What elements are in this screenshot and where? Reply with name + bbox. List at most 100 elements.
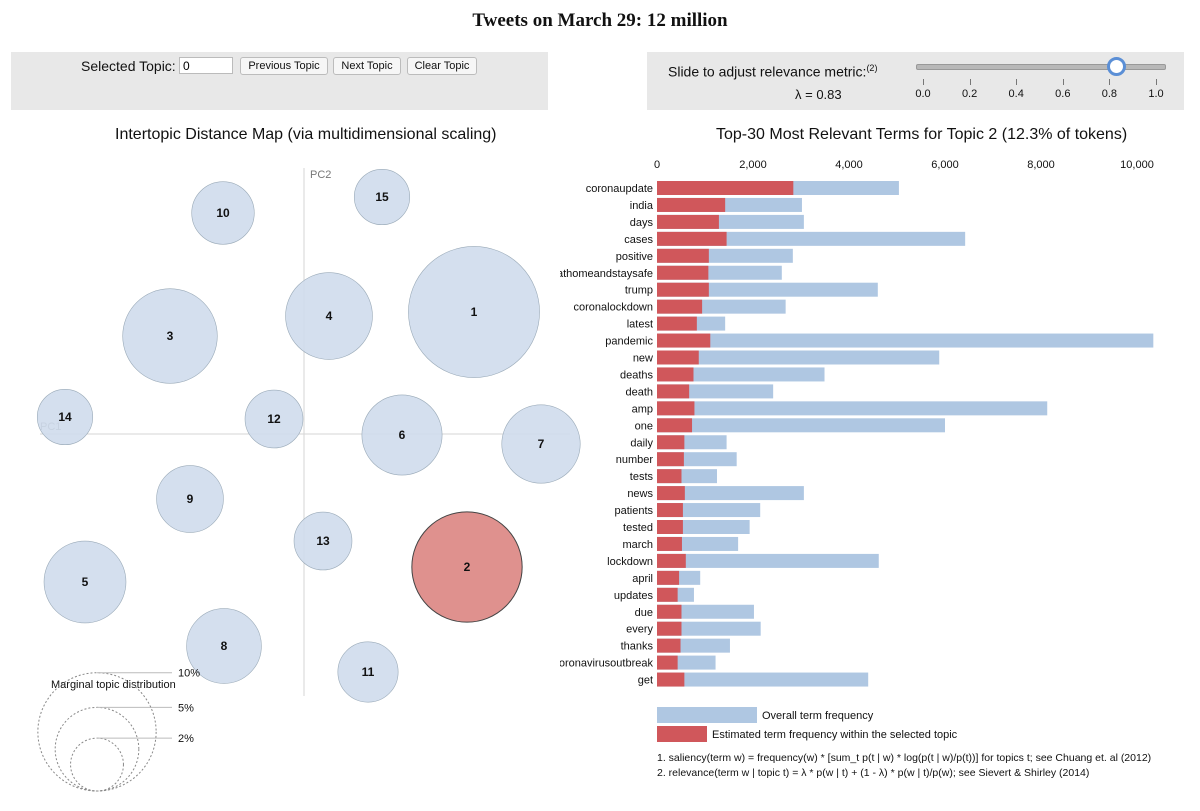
term-label-lockdown: lockdown <box>607 556 653 568</box>
topic-bar-tested <box>657 520 683 534</box>
topic-bar-march <box>657 536 682 551</box>
topic-bar-news <box>657 486 685 501</box>
term-label-thanks: thanks <box>621 641 654 653</box>
topic-bar-india <box>657 197 726 212</box>
overall-bar-trump <box>657 282 878 297</box>
topic-label-1: 1 <box>471 305 478 319</box>
term-label-death: death <box>625 386 653 398</box>
topic-bar-coronalockdown <box>657 299 703 314</box>
topic-circle-7 <box>501 404 581 484</box>
legend-circle-10 <box>37 672 157 792</box>
topic-circle-1 <box>408 246 540 378</box>
overall-bar-lockdown <box>657 553 879 568</box>
term-label-news: news <box>627 488 653 500</box>
topic-bar-latest <box>657 316 697 331</box>
topic-label-11: 11 <box>362 665 375 679</box>
topic-circle-2 <box>411 511 523 623</box>
topic-bar-daily <box>657 435 685 450</box>
topic-circle-14 <box>36 388 94 446</box>
slider-tick-label: 0.4 <box>1008 88 1024 100</box>
topic-circle-5 <box>43 540 127 624</box>
topic-label-5: 5 <box>82 575 89 589</box>
term-label-updates: updates <box>614 590 654 602</box>
topic-circle-15 <box>353 168 411 226</box>
topic-bar-amp <box>657 401 695 416</box>
topic-label-12: 12 <box>267 412 281 426</box>
topic-bar-death <box>657 384 690 399</box>
term-label-india: india <box>630 200 654 212</box>
legend-label-10: 10% <box>178 668 200 680</box>
term-label-days: days <box>630 217 654 229</box>
topic-bar-updates <box>657 587 678 602</box>
selected-topic-input[interactable] <box>179 57 233 74</box>
topic-circle-12 <box>244 389 304 449</box>
topic-bar-every <box>657 621 682 636</box>
term-label-pandemic: pandemic <box>605 336 653 348</box>
term-label-cases: cases <box>624 234 653 246</box>
footnote-2: 2. relevance(term w | topic t) = λ * p(w… <box>657 767 1089 779</box>
term-label-coronavirusoutbreak: coronavirusoutbreak <box>560 658 653 670</box>
legend-circle-2 <box>70 737 124 792</box>
topic-bar-cases <box>657 231 727 246</box>
topic-bar-positive <box>657 248 709 263</box>
term-label-coronaupdate: coronaupdate <box>586 183 653 195</box>
slider-label: Slide to adjust relevance metric:(2) <box>668 63 878 80</box>
x-tick-label: 8,000 <box>1027 159 1055 171</box>
topic-bar-coronaupdate <box>657 181 794 195</box>
overall-bar-new <box>657 350 940 365</box>
term-label-stayathomeandstaysafe: stayathomeandstaysafe <box>560 268 653 280</box>
topic-label-14: 14 <box>58 410 72 424</box>
topic-circle-3 <box>122 288 218 384</box>
slider-tick-label: 0.8 <box>1101 88 1118 100</box>
topic-label-2: 2 <box>464 560 471 574</box>
top-terms-bar-chart: 0 2,000 4,000 6,000 8,000 10,000 coronaupdate i… <box>560 159 1154 779</box>
overall-bar-pandemic <box>657 333 1154 348</box>
legend-label-2: 2% <box>178 733 194 745</box>
topic-circle-8 <box>186 608 262 684</box>
term-label-one: one <box>635 420 653 432</box>
overall-bar-news <box>657 486 804 501</box>
slider-tick <box>923 79 924 85</box>
clear-topic-button[interactable]: Clear Topic <box>407 57 477 75</box>
lambda-value: λ = 0.83 <box>795 87 842 102</box>
selected-topic-label: Selected Topic: <box>81 58 176 74</box>
slider-tick-label: 0.2 <box>961 88 978 100</box>
topic-bar-patients <box>657 503 683 518</box>
term-label-latest: latest <box>627 319 653 331</box>
topic-bar-deaths <box>657 367 694 382</box>
term-label-patients: patients <box>614 505 653 517</box>
topic-bar-thanks <box>657 638 681 653</box>
term-label-amp: amp <box>632 403 653 415</box>
next-topic-button[interactable]: Next Topic <box>333 57 401 75</box>
relevance-slider-track[interactable] <box>916 64 1166 70</box>
topic-circle-9 <box>156 465 224 533</box>
relevance-slider-panel: Slide to adjust relevance metric:(2) λ =… <box>647 52 1184 110</box>
term-label-every: every <box>626 624 653 636</box>
topic-label-3: 3 <box>167 329 174 343</box>
intertopic-distance-map: PC2PC1123456789101112131415Marginal topi… <box>36 168 581 792</box>
term-label-daily: daily <box>630 437 653 449</box>
legend-overall-swatch <box>657 707 757 723</box>
legend-overall-label: Overall term frequency <box>762 710 874 722</box>
topic-bar-new <box>657 350 699 365</box>
term-label-coronalockdown: coronalockdown <box>574 302 654 314</box>
page-title: Tweets on March 29: 12 million <box>472 10 728 31</box>
slider-tick <box>1016 79 1018 85</box>
relevance-slider-thumb[interactable] <box>1107 57 1127 76</box>
previous-topic-button[interactable]: Previous Topic <box>240 57 328 75</box>
marginal-distribution-title: Marginal topic distribution <box>51 679 176 691</box>
topic-bar-stayathomeandstaysafe <box>657 265 709 280</box>
topic-bar-trump <box>657 282 709 297</box>
term-label-tests: tests <box>630 471 654 483</box>
term-label-trump: trump <box>625 285 653 297</box>
term-label-number: number <box>616 454 654 466</box>
term-label-get: get <box>638 675 653 687</box>
pc2-label: PC2 <box>310 169 331 181</box>
slider-footnote-marker: (2) <box>866 63 878 73</box>
x-tick-label: 2,000 <box>739 159 767 171</box>
topic-circle-6 <box>361 394 443 476</box>
topic-bar-tests <box>657 469 682 484</box>
x-tick-label: 0 <box>654 159 660 171</box>
topic-bar-days <box>657 214 719 229</box>
topic-bar-coronavirusoutbreak <box>657 655 678 670</box>
